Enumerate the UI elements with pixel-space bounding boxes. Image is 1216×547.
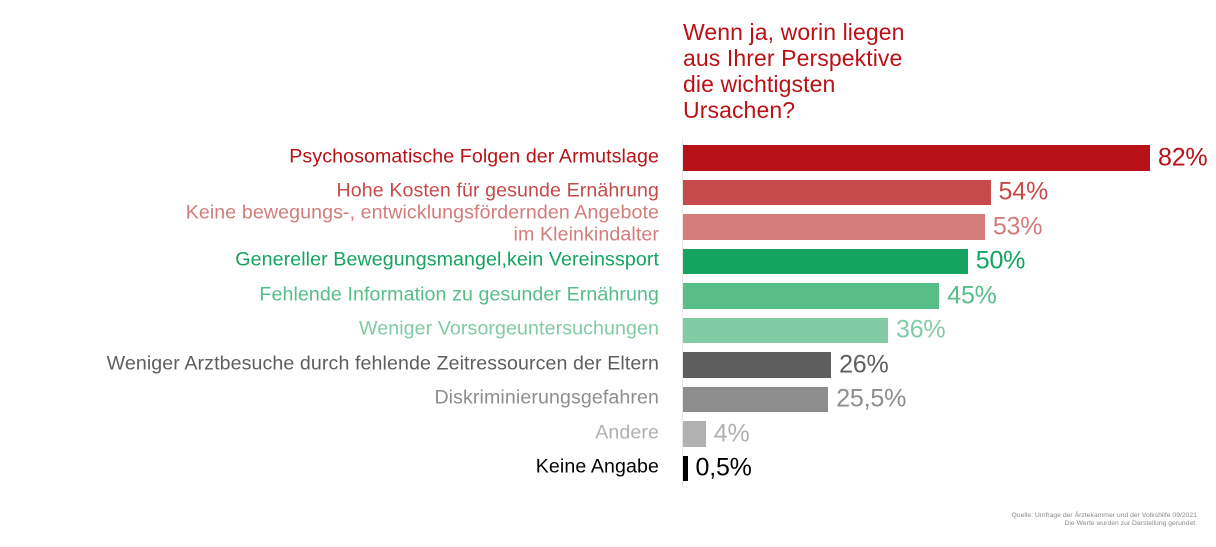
- chart-title-line: die wichtigsten: [683, 71, 836, 97]
- bar-row: Weniger Vorsorgeuntersuchungen 36%: [0, 315, 1216, 344]
- category-label: Fehlende Information zu gesunder Ernähru…: [0, 283, 659, 305]
- value-label: 54%: [998, 177, 1049, 206]
- bar-row: Keine bewegungs-, entwicklungsfördernden…: [0, 202, 1216, 246]
- bar: [683, 283, 940, 309]
- value-label: 25,5%: [836, 384, 907, 413]
- bar: [683, 317, 889, 344]
- category-label-line: Weniger Vorsorgeuntersuchungen: [358, 317, 659, 340]
- category-label: Diskriminierungsgefahren: [0, 387, 659, 409]
- bar: [683, 248, 968, 275]
- bar: [683, 145, 1150, 171]
- chart-title-line: aus Ihrer Perspektive: [683, 45, 903, 71]
- y-axis-line: [682, 139, 683, 487]
- value-label: 26%: [839, 350, 889, 379]
- category-label-line: Andere: [595, 421, 659, 444]
- value-label: 45%: [947, 281, 997, 310]
- category-label: Hohe Kosten für gesunde Ernährung: [0, 180, 659, 202]
- bar: [683, 214, 985, 240]
- chart-title-line: Wenn ja, worin liegen: [683, 19, 905, 45]
- source-note: Quelle: Umfrage der Ärztekammer und der …: [1012, 512, 1198, 527]
- category-label: Andere: [0, 421, 659, 443]
- source-note-line: Quelle: Umfrage der Ärztekammer und der …: [1011, 512, 1198, 519]
- category-label-line: Fehlende Information zu gesunder Ernähru…: [259, 283, 659, 306]
- category-label-line: Psychosomatische Folgen der Armutslage: [289, 145, 659, 168]
- category-label-line: Weniger Arztbesuche durch fehlende Zeitr…: [106, 352, 659, 375]
- bar-row: Genereller Bewegungsmangel,kein Vereinss…: [0, 246, 1216, 275]
- bar: [683, 179, 991, 206]
- category-label-line: Diskriminierungsgefahren: [434, 386, 659, 409]
- bar-row: Keine Angabe 0,5%: [0, 453, 1216, 482]
- category-label: Weniger Vorsorgeuntersuchungen: [0, 318, 659, 340]
- bar: [683, 352, 832, 378]
- value-label: 53%: [992, 212, 1043, 241]
- category-label-line: Keine bewegungs-, entwicklungsfördernden…: [185, 201, 659, 224]
- value-label: 4%: [713, 419, 750, 448]
- category-label-line: Hohe Kosten für gesunde Ernährung: [336, 179, 659, 202]
- chart-title-line: Ursachen?: [683, 97, 796, 123]
- category-label-line: im Kleinkindalter: [513, 223, 659, 246]
- bar-row: Psychosomatische Folgen der Armutslage 82…: [0, 143, 1216, 172]
- value-label: 0,5%: [695, 453, 752, 482]
- category-label: Psychosomatische Folgen der Armutslage: [0, 145, 659, 167]
- source-note-line: Die Werte wurden zur Darstellung gerunde…: [1064, 519, 1197, 527]
- category-label: Genereller Bewegungsmangel,kein Vereinss…: [0, 249, 659, 271]
- bar-row: Weniger Arztbesuche durch fehlende Zeitr…: [0, 350, 1216, 379]
- category-label-line: Keine Angabe: [535, 455, 659, 478]
- bar: [683, 386, 829, 413]
- bar: [683, 421, 706, 447]
- bar-row: Diskriminierungsgefahren 25,5%: [0, 384, 1216, 413]
- bar-row: Andere 4%: [0, 419, 1216, 448]
- bar: [683, 455, 688, 482]
- value-label: 36%: [896, 315, 946, 344]
- bar-row: Fehlende Information zu gesunder Ernähru…: [0, 281, 1216, 310]
- category-label: Keine Angabe: [0, 456, 659, 478]
- value-label: 82%: [1158, 143, 1208, 172]
- category-label: Keine bewegungs-, entwicklungsfördernden…: [0, 202, 659, 247]
- bar-row: Hohe Kosten für gesunde Ernährung 54%: [0, 177, 1216, 206]
- chart-title: Wenn ja, worin liegen aus Ihrer Perspekti…: [683, 19, 905, 123]
- value-label: 50%: [975, 246, 1026, 275]
- category-label: Weniger Arztbesuche durch fehlende Zeitr…: [0, 352, 659, 374]
- category-label-line: Genereller Bewegungsmangel,kein Vereinss…: [235, 248, 659, 271]
